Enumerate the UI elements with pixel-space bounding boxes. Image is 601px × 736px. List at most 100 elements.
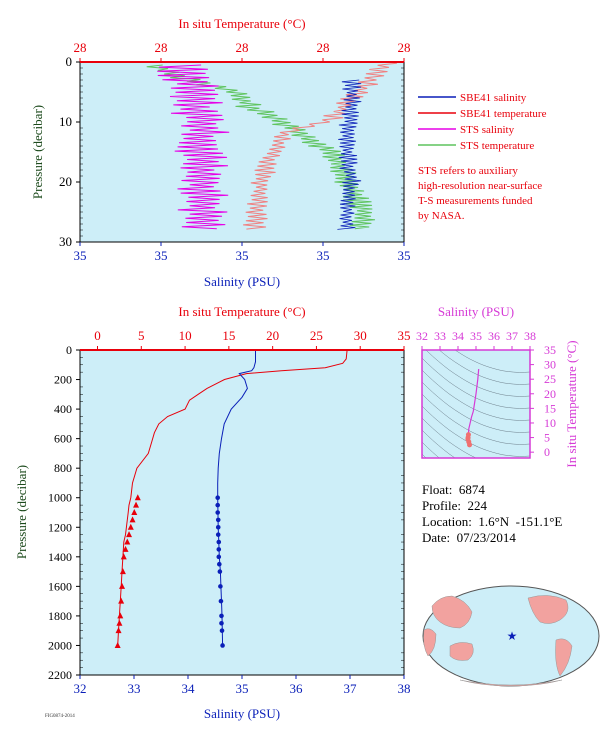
temperature-marker [117, 612, 124, 619]
near-surface-axes: 28 28 28 28 28 35 35 35 35 35 0 10 20 30 [59, 40, 411, 263]
map-north-america [527, 595, 569, 624]
ts-x-tick-label: 34 [452, 329, 464, 343]
float-location-star-icon: ★ [507, 629, 518, 643]
temperature-marker [133, 501, 140, 508]
full-profile-top-xlabel: In situ Temperature (°C) [178, 304, 305, 319]
salinity-marker [217, 569, 223, 574]
legend: SBE41 salinity SBE41 temperature STS sal… [418, 92, 547, 222]
temperature-marker [126, 531, 133, 538]
full-profile-top-tick-label: 15 [222, 328, 235, 343]
legend-note-line-4: by NASA. [418, 210, 465, 222]
full-profile-y-tick-label: 1000 [48, 491, 72, 505]
near-surface-bottom-tick-label: 35 [398, 248, 411, 263]
near-surface-bottom-xlabel: Salinity (PSU) [204, 274, 280, 289]
ts-density-contour [454, 350, 530, 373]
salinity-marker [219, 628, 225, 633]
location-map: ★ [422, 585, 600, 687]
temperature-marker [127, 523, 134, 530]
salinity-marker [216, 539, 222, 545]
ts-xlabel: Salinity (PSU) [438, 304, 514, 319]
near-surface-bottom-tick-label: 35 [155, 248, 168, 263]
ts-x-tick-label: 36 [488, 329, 500, 343]
full-profile-bottom-tick-label: 37 [344, 681, 358, 696]
salinity-marker [219, 613, 224, 619]
salinity-profile-line [217, 350, 256, 646]
ts-density-contour [425, 350, 530, 397]
salinity-marker [215, 502, 220, 508]
near-surface-top-tick-label: 28 [155, 40, 168, 55]
near-surface-y-tick-label: 10 [59, 114, 72, 129]
salinity-marker [218, 598, 224, 604]
salinity-marker [218, 584, 223, 589]
salinity-marker [215, 510, 220, 515]
ts-density-contour [422, 393, 530, 445]
footer-tag: FIG0874-2014 [45, 714, 75, 719]
full-profile-ylabel: Pressure (decibar) [14, 465, 29, 559]
full-profile-bottom-tick-label: 38 [398, 681, 411, 696]
full-profile-top-tick-label: 5 [138, 328, 145, 343]
sbe41-salinity-line [337, 79, 362, 230]
full-profile-y-tick-label: 1400 [48, 550, 72, 564]
full-profile-panel: 0 5 10 15 20 25 30 35 32 33 34 35 36 37 38 0 200 400 600 80… [14, 304, 411, 721]
ts-x-tick-label: 33 [434, 329, 446, 343]
legend-label-sbe41-salinity: SBE41 salinity [460, 92, 527, 104]
map-south-america [555, 638, 573, 677]
legend-note-line-2: high-resolution near-surface [418, 180, 542, 192]
legend-label-sbe41-temperature: SBE41 temperature [460, 108, 547, 120]
full-profile-y-tick-label: 800 [54, 461, 72, 475]
ts-y-tick-label: 20 [544, 387, 556, 401]
full-profile-y-tick-label: 600 [54, 432, 72, 446]
near-surface-top-xlabel: In situ Temperature (°C) [178, 16, 305, 31]
full-profile-bottom-tick-label: 32 [74, 681, 87, 696]
legend-note-line-1: STS refers to auxiliary [418, 165, 518, 177]
ts-y-tick-label: 30 [544, 358, 556, 372]
full-profile-y-tick-label: 2200 [48, 668, 72, 682]
salinity-marker [215, 532, 221, 537]
ts-density-contour [422, 369, 530, 421]
map-australia [449, 642, 474, 661]
map-antarctica [459, 679, 563, 687]
full-profile-y-tick-label: 1600 [48, 579, 72, 593]
temperature-marker [122, 545, 129, 552]
ts-y-tick-label: 35 [544, 343, 556, 357]
full-profile-bottom-xlabel: Salinity (PSU) [204, 706, 280, 721]
legend-label-sts-temperature: STS temperature [460, 140, 534, 152]
near-surface-y-tick-label: 30 [59, 234, 72, 249]
near-surface-bottom-tick-label: 35 [317, 248, 330, 263]
temperature-marker [120, 553, 127, 560]
ts-y-tick-label: 5 [544, 431, 550, 445]
near-surface-top-tick-label: 28 [236, 40, 249, 55]
float-info: Float: 6874 Profile: 224 Location: 1.6°N… [422, 482, 562, 546]
near-surface-panel: 28 28 28 28 28 35 35 35 35 35 0 10 20 30 In situ Temp… [30, 16, 411, 289]
salinity-marker [216, 547, 222, 552]
salinity-marker [215, 517, 221, 523]
temperature-marker [124, 538, 131, 545]
near-surface-top-tick-label: 28 [317, 40, 330, 55]
full-profile-bottom-tick-label: 36 [290, 681, 304, 696]
legend-note-line-3: T-S measurements funded [418, 195, 533, 207]
float-profile: Profile: 224 [422, 498, 487, 513]
temperature-marker [131, 509, 138, 515]
full-profile-y-tick-label: 400 [54, 402, 72, 416]
sts-temperature-line [146, 64, 376, 230]
full-profile-series [114, 349, 348, 648]
near-surface-top-tick-label: 28 [398, 40, 411, 55]
near-surface-plot-area [80, 62, 404, 242]
full-profile-y-tick-label: 2000 [48, 638, 72, 652]
full-profile-bottom-tick-label: 35 [236, 681, 249, 696]
full-profile-axes: 0 5 10 15 20 25 30 35 32 33 34 35 36 37 38 0 200 400 600 80… [48, 328, 411, 696]
sts-salinity-line [157, 64, 230, 230]
near-surface-top-tick-label: 28 [74, 40, 87, 55]
near-surface-series [146, 62, 397, 230]
map-asia [431, 595, 473, 629]
temperature-marker [119, 568, 126, 575]
salinity-marker [215, 495, 220, 501]
near-surface-ylabel: Pressure (decibar) [30, 105, 45, 199]
map-continents [423, 595, 573, 687]
temperature-marker [118, 597, 125, 604]
temperature-marker [114, 641, 121, 648]
ts-x-tick-label: 38 [524, 329, 536, 343]
